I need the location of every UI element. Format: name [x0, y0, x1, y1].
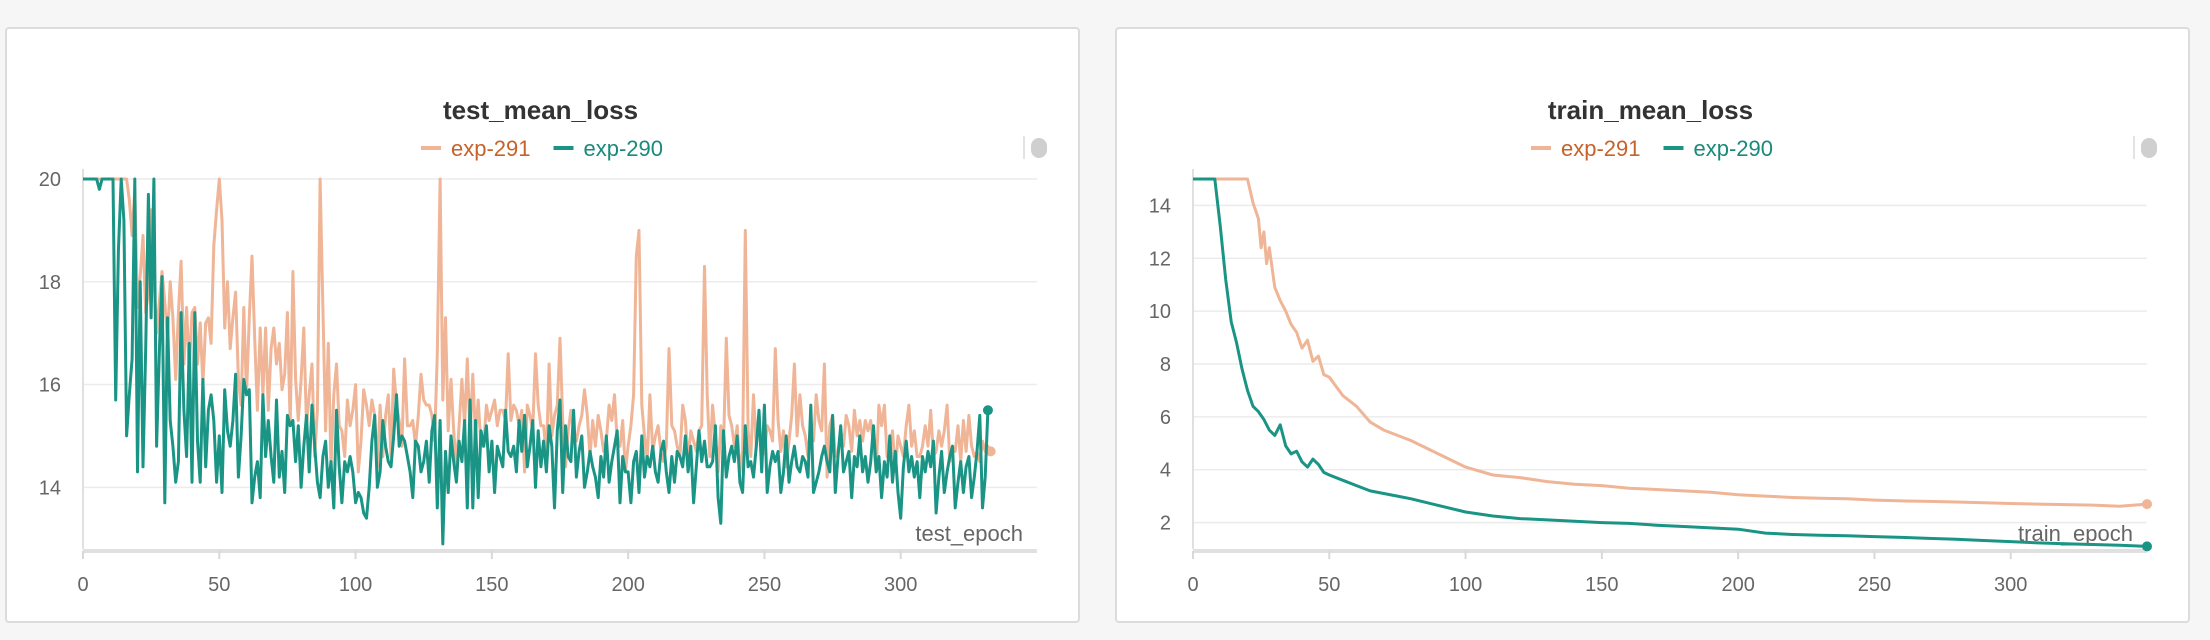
y-tick-label: 6	[1160, 407, 1171, 429]
x-tick-label: 0	[77, 574, 88, 596]
series-line-exp-290	[83, 177, 990, 546]
y-tick-label: 12	[1149, 248, 1171, 270]
y-tick-label: 14	[39, 477, 61, 499]
y-tick-label: 10	[1149, 301, 1171, 323]
y-tick-label: 4	[1160, 460, 1171, 482]
series-end-point-exp-291	[985, 446, 996, 457]
chart-panel-train-mean-loss: train_mean_loss exp-291 exp-290 2 4 6 8 10 12 14 0…	[1115, 27, 2190, 623]
x-tick-label: 100	[1449, 574, 1482, 596]
legend-label-exp-290: exp-290	[584, 136, 664, 161]
series-line-exp-291	[1193, 177, 2148, 508]
x-tick-label: 150	[475, 574, 508, 596]
x-axis-name: test_epoch	[915, 521, 1023, 546]
y-tick-label: 16	[39, 375, 61, 397]
x-tick-label: 250	[748, 574, 781, 596]
y-tick-label: 8	[1160, 354, 1171, 376]
chart-title: test_mean_loss	[443, 95, 638, 125]
legend-label-exp-290: exp-290	[1694, 136, 1774, 161]
x-tick-label: 50	[1318, 574, 1340, 596]
series-line-exp-290	[1193, 177, 2148, 548]
chart-title: train_mean_loss	[1548, 95, 1753, 125]
y-tick-label: 20	[39, 169, 61, 191]
series-end-point-exp-290	[2142, 541, 2152, 552]
y-tick-label: 14	[1149, 195, 1171, 217]
legend-label-exp-291: exp-291	[1561, 136, 1641, 161]
x-tick-label: 150	[1585, 574, 1618, 596]
x-tick-label: 50	[208, 574, 230, 596]
x-tick-label: 300	[1994, 574, 2027, 596]
series-end-point-exp-290	[982, 405, 993, 416]
chart-panel-test-mean-loss: test_mean_loss exp-291 exp-290 14 16 18 20 0 50 1…	[5, 27, 1080, 623]
y-tick-label: 2	[1160, 513, 1171, 535]
x-tick-label: 200	[1721, 574, 1754, 596]
x-tick-label: 100	[339, 574, 372, 596]
x-tick-label: 250	[1858, 574, 1891, 596]
x-tick-label: 300	[884, 574, 917, 596]
y-tick-label: 18	[39, 272, 61, 294]
x-tick-label: 0	[1187, 574, 1198, 596]
panel-options-handle[interactable]	[1023, 136, 1047, 159]
chart-train-mean-loss: train_mean_loss exp-291 exp-290 2 4 6 8 10 12 14 0…	[1149, 95, 2157, 596]
x-tick-label: 200	[611, 574, 644, 596]
series-end-point-exp-291	[2142, 499, 2152, 510]
panel-options-handle[interactable]	[2133, 136, 2157, 159]
legend-label-exp-291: exp-291	[451, 136, 531, 161]
